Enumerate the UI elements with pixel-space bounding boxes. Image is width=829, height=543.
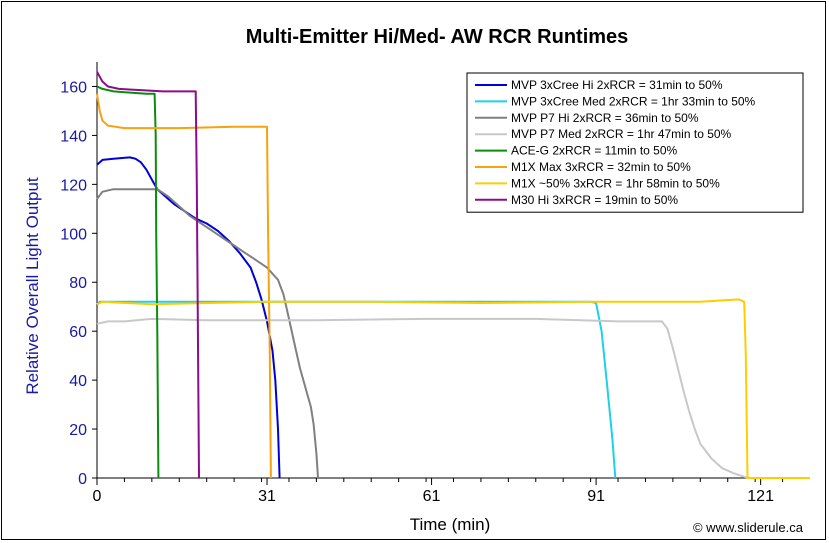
legend-entry: MVP 3xCree Hi 2xRCR = 31min to 50% bbox=[511, 78, 723, 92]
y-tick-label: 120 bbox=[60, 177, 87, 194]
legend-entry: ACE-G 2xRCR = 11min to 50% bbox=[511, 144, 678, 158]
legend-entry: MVP P7 Med 2xRCR = 1hr 47min to 50% bbox=[511, 127, 732, 141]
plot-axes: 0 20 40 60 80 100 120 140 160 0 31 61 91 121 bbox=[60, 62, 810, 505]
y-tick-label: 140 bbox=[60, 128, 87, 145]
x-tick-label: 0 bbox=[93, 488, 102, 505]
series-line bbox=[96, 188, 319, 479]
chart-title: Multi-Emitter Hi/Med- AW RCR Runtimes bbox=[246, 26, 629, 48]
legend-box bbox=[466, 72, 804, 213]
y-tick-label: 100 bbox=[60, 226, 87, 243]
legend-entry: M30 Hi 3xRCR = 19min to 50% bbox=[511, 193, 678, 207]
x-tick-label: 91 bbox=[587, 488, 605, 505]
series-line bbox=[96, 156, 281, 479]
series-line bbox=[96, 298, 810, 479]
y-tick-label: 60 bbox=[69, 324, 87, 341]
y-tick-label: 40 bbox=[69, 373, 87, 390]
legend: MVP 3xCree Hi 2xRCR = 31min to 50% MVP 3x… bbox=[466, 72, 804, 213]
x-tick-label: 121 bbox=[747, 488, 774, 505]
x-tick-label: 31 bbox=[258, 488, 276, 505]
series-line bbox=[96, 85, 160, 479]
y-axis-label: Relative Overall Light Output bbox=[23, 177, 42, 395]
legend-entry: MVP 3xCree Med 2xRCR = 1hr 33min to 50% bbox=[511, 94, 756, 108]
series-line bbox=[96, 71, 200, 479]
y-tick-label: 0 bbox=[78, 471, 87, 488]
y-tick-label: 80 bbox=[69, 275, 87, 292]
legend-entry: M1X ~50% 3xRCR = 1hr 58min to 50% bbox=[511, 176, 720, 190]
credit-text: © www.sliderule.ca bbox=[693, 520, 804, 535]
plot-series bbox=[96, 71, 810, 479]
x-tick-label: 61 bbox=[423, 488, 441, 505]
series-line bbox=[96, 317, 750, 479]
y-tick-label: 20 bbox=[69, 422, 87, 439]
x-axis-label: Time (min) bbox=[410, 515, 491, 534]
series-line bbox=[96, 93, 272, 479]
legend-entry: MVP P7 Hi 2xRCR = 36min to 50% bbox=[511, 111, 699, 125]
y-tick-label: 160 bbox=[60, 79, 87, 96]
series-line bbox=[96, 300, 617, 479]
legend-entry: M1X Max 3xRCR = 32min to 50% bbox=[511, 160, 691, 174]
